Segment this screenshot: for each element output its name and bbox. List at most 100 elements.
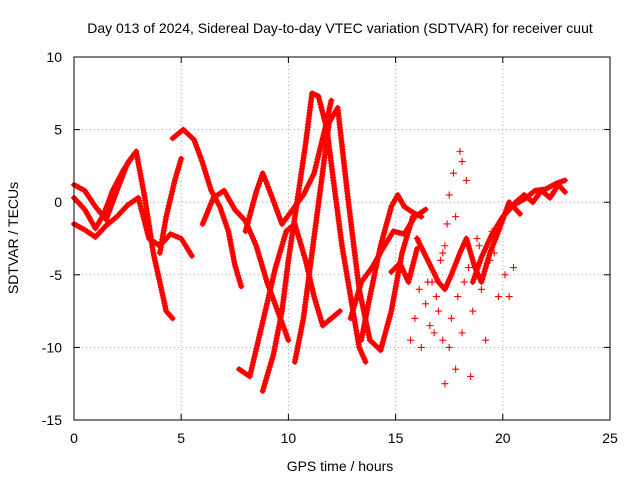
data-point: [206, 182, 213, 189]
data-point: [365, 331, 372, 338]
data-point: [278, 243, 285, 250]
data-point: [370, 277, 377, 284]
data-point: [437, 256, 445, 264]
data-point: [428, 278, 436, 286]
data-point: [270, 297, 277, 304]
series-line: [71, 195, 195, 259]
data-point: [370, 274, 377, 281]
data-point: [473, 235, 481, 242]
data-point: [484, 241, 491, 248]
data-point: [251, 194, 258, 201]
data-point: [283, 331, 290, 338]
data-point: [260, 268, 267, 275]
data-point: [302, 257, 309, 264]
data-point: [104, 213, 111, 220]
data-point: [263, 374, 270, 381]
data-point: [439, 336, 447, 344]
data-point: [505, 201, 512, 208]
series-trace-4: [169, 126, 245, 290]
data-point: [233, 267, 240, 274]
data-point: [296, 236, 303, 243]
data-point: [447, 314, 455, 322]
data-point: [315, 309, 322, 316]
data-point: [382, 329, 389, 336]
data-point: [317, 101, 324, 108]
data-point: [218, 209, 225, 216]
data-point: [256, 331, 263, 338]
plot-area: [71, 90, 568, 394]
data-point: [282, 329, 289, 336]
data-point: [482, 336, 490, 344]
data-point: [277, 215, 284, 222]
data-point: [434, 307, 442, 315]
data-point: [243, 225, 250, 232]
data-point: [410, 259, 417, 266]
data-point: [175, 163, 182, 170]
data-point: [231, 261, 238, 268]
data-point: [407, 336, 415, 344]
data-point: [251, 353, 258, 360]
data-point: [138, 205, 145, 212]
data-point: [209, 190, 216, 197]
data-point: [159, 289, 166, 296]
data-point: [386, 313, 393, 320]
data-point: [310, 290, 317, 297]
data-point: [105, 197, 112, 204]
data-point: [203, 171, 210, 178]
data-point: [151, 255, 158, 262]
data-point: [458, 329, 466, 337]
data-point: [380, 232, 387, 239]
data-point: [155, 271, 162, 278]
data-point: [270, 272, 277, 279]
data-point: [255, 180, 262, 187]
data-point: [384, 219, 391, 226]
data-point: [169, 185, 176, 192]
data-point: [493, 233, 500, 240]
data-point: [418, 213, 425, 220]
data-point: [311, 296, 318, 303]
data-point: [259, 170, 266, 177]
data-point: [266, 364, 273, 371]
data-point: [253, 242, 260, 249]
data-point: [135, 194, 142, 201]
data-point: [191, 136, 198, 143]
data-point: [315, 93, 322, 100]
data-point: [156, 276, 163, 283]
x-tick-label: 25: [602, 430, 618, 446]
series-trace-14: [414, 199, 523, 293]
data-point: [379, 237, 386, 244]
data-point: [311, 293, 318, 300]
data-point: [145, 232, 152, 239]
data-point: [474, 265, 481, 272]
data-point: [138, 208, 145, 215]
data-point: [386, 315, 393, 322]
data-point: [244, 220, 251, 227]
data-point: [172, 233, 179, 240]
data-point: [261, 309, 268, 316]
data-point: [208, 187, 215, 194]
data-point: [260, 172, 267, 179]
data-point: [319, 109, 326, 116]
data-point: [399, 250, 406, 257]
data-point: [476, 259, 483, 266]
data-point: [406, 276, 413, 283]
data-point: [471, 273, 478, 280]
data-point: [359, 302, 366, 309]
data-point: [488, 227, 496, 235]
data-point: [150, 250, 157, 257]
data-point: [246, 212, 253, 219]
data-point: [463, 235, 470, 242]
data-point: [485, 238, 492, 245]
data-point: [246, 373, 253, 380]
data-point: [318, 107, 325, 114]
data-point: [407, 270, 414, 277]
data-point: [280, 236, 287, 243]
data-point: [477, 285, 485, 293]
data-point: [495, 293, 503, 301]
data-point: [452, 260, 459, 267]
data-point: [298, 244, 305, 251]
data-point: [154, 268, 161, 275]
data-point: [470, 276, 477, 283]
data-point: [139, 211, 146, 218]
data-point: [369, 280, 376, 287]
